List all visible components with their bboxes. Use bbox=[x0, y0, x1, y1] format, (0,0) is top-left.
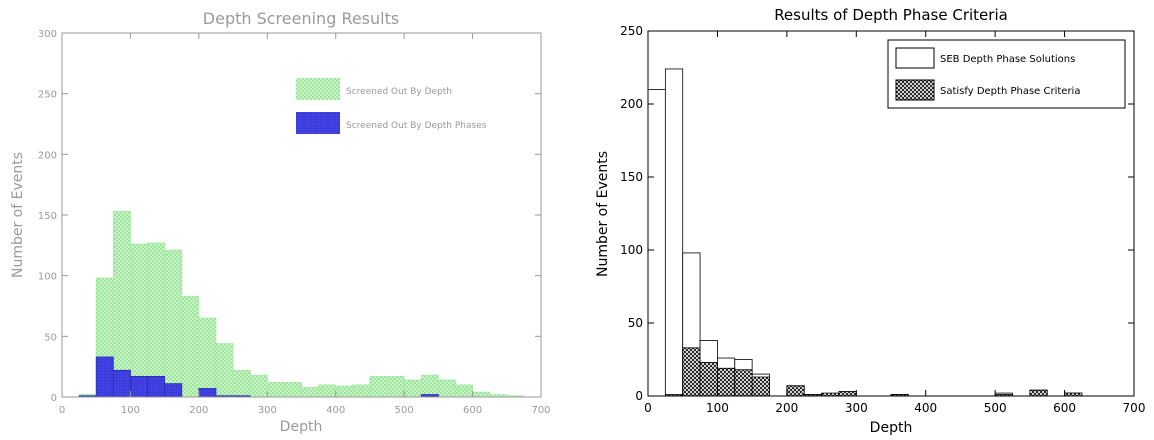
left-legend: Screened Out By Depth Screened Out By De… bbox=[296, 78, 487, 134]
right-plot-frame bbox=[647, 30, 1135, 397]
x-tick-label-1-1: 100 bbox=[706, 401, 729, 415]
y-tick-label-0-2: 100 bbox=[38, 272, 57, 283]
x-tick-label-1-0: 0 bbox=[644, 401, 652, 415]
x-tick-label-1-4: 400 bbox=[914, 401, 937, 415]
bar-1-0-0 bbox=[647, 89, 666, 397]
left-legend-label-2: Screened Out By Depth Phases bbox=[346, 121, 487, 131]
y-tick-label-0-3: 150 bbox=[38, 211, 57, 222]
bar-0-0-13 bbox=[301, 386, 320, 398]
bar-0-0-11 bbox=[266, 382, 285, 398]
bar-0-0-14 bbox=[318, 384, 337, 398]
right-x-label: Depth bbox=[870, 420, 913, 436]
bar-0-0-6 bbox=[181, 295, 200, 398]
x-tick-label-0-5: 500 bbox=[395, 405, 414, 416]
x-tick-label-1-2: 200 bbox=[775, 401, 798, 415]
bar-1-1-4 bbox=[717, 367, 736, 397]
x-tick-label-0-6: 600 bbox=[463, 405, 482, 416]
bar-0-0-23 bbox=[472, 391, 491, 398]
left-legend-label-1: Screened Out By Depth bbox=[346, 87, 452, 97]
x-tick-label-1-3: 300 bbox=[845, 401, 868, 415]
bar-0-0-18 bbox=[386, 375, 405, 398]
bar-0-0-20 bbox=[420, 374, 439, 398]
bar-1-1-5 bbox=[734, 369, 753, 397]
right-chart: Results of Depth Phase Criteria 0 100 200 3… bbox=[595, 6, 1145, 436]
bar-0-1-1 bbox=[95, 356, 114, 398]
right-title: Results of Depth Phase Criteria bbox=[774, 6, 1008, 24]
left-x-ticks: 0 100 200 300 400 500 600 700 bbox=[59, 33, 551, 416]
y-tick-label-0-6: 300 bbox=[38, 29, 57, 40]
right-y-label: Number of Events bbox=[595, 151, 611, 277]
bar-1-1-11 bbox=[838, 391, 857, 397]
bar-0-1-3 bbox=[130, 375, 148, 398]
bar-0-0-3 bbox=[130, 243, 148, 398]
x-tick-label-0-2: 200 bbox=[189, 405, 208, 416]
x-tick-label-1-5: 500 bbox=[984, 401, 1007, 415]
left-legend-swatch-1 bbox=[296, 78, 340, 100]
bar-0-0-4 bbox=[147, 242, 166, 398]
bar-0-1-4 bbox=[147, 375, 166, 398]
x-tick-label-0-7: 700 bbox=[531, 405, 550, 416]
bar-0-1-5 bbox=[164, 383, 183, 398]
y-tick-label-0-1: 50 bbox=[44, 332, 57, 343]
left-title: Depth Screening Results bbox=[203, 9, 399, 28]
bar-0-1-2 bbox=[112, 369, 131, 398]
bar-0-0-15 bbox=[335, 385, 354, 398]
right-bars-series2 bbox=[664, 347, 1083, 397]
bar-1-1-3 bbox=[699, 362, 718, 397]
x-tick-label-0-3: 300 bbox=[258, 405, 277, 416]
bar-0-0-9 bbox=[232, 369, 251, 398]
left-legend-swatch-2 bbox=[296, 112, 340, 134]
bar-1-1-6 bbox=[751, 376, 770, 397]
x-tick-label-1-6: 600 bbox=[1053, 401, 1076, 415]
bar-1-0-1 bbox=[664, 68, 684, 397]
bar-0-0-21 bbox=[437, 379, 456, 398]
bar-0-0-19 bbox=[403, 379, 422, 398]
bar-0-0-8 bbox=[215, 343, 234, 398]
bar-0-1-7 bbox=[198, 388, 217, 398]
bar-0-0-17 bbox=[369, 375, 388, 398]
bar-0-0-7 bbox=[198, 317, 217, 398]
left-y-label: Number of Events bbox=[10, 152, 26, 278]
y-tick-label-1-0: 0 bbox=[635, 389, 643, 403]
y-tick-label-0-0: 0 bbox=[51, 393, 57, 404]
bar-0-0-2 bbox=[112, 210, 131, 398]
y-tick-label-0-4: 200 bbox=[38, 150, 57, 161]
right-legend: SEB Depth Phase Solutions Satisfy Depth … bbox=[887, 39, 1126, 109]
x-tick-label-0-1: 100 bbox=[121, 405, 140, 416]
bar-0-0-10 bbox=[249, 374, 268, 398]
right-bars-series1 bbox=[647, 68, 1083, 397]
y-tick-label-1-4: 200 bbox=[620, 97, 643, 111]
right-legend-label-2: Satisfy Depth Phase Criteria bbox=[940, 86, 1080, 97]
left-y-ticks: 0 50 100 150 200 250 300 bbox=[38, 29, 541, 404]
y-tick-label-1-1: 50 bbox=[628, 316, 643, 330]
left-bars-series1 bbox=[78, 210, 525, 398]
y-tick-label-1-5: 250 bbox=[620, 24, 643, 38]
right-legend-swatch-2 bbox=[895, 79, 935, 101]
y-tick-label-1-3: 150 bbox=[620, 170, 643, 184]
right-legend-label-1: SEB Depth Phase Solutions bbox=[940, 54, 1075, 65]
bar-0-0-16 bbox=[352, 384, 371, 398]
right-x-ticks: 0 100 200 300 400 500 600 700 bbox=[644, 31, 1145, 415]
y-tick-label-1-2: 100 bbox=[620, 243, 643, 257]
bar-1-1-8 bbox=[786, 385, 805, 397]
x-tick-label-1-7: 700 bbox=[1123, 401, 1146, 415]
bar-1-1-22 bbox=[1029, 389, 1048, 397]
bar-0-0-22 bbox=[455, 384, 473, 398]
x-tick-label-0-4: 400 bbox=[326, 405, 345, 416]
bar-1-1-2 bbox=[682, 347, 701, 397]
left-chart: Depth Screening Results 0 100 200 300 400 500… bbox=[10, 9, 551, 435]
right-legend-swatch-1 bbox=[895, 47, 935, 69]
right-y-ticks: 0 50 100 150 200 250 bbox=[620, 24, 1134, 403]
bar-0-0-5 bbox=[164, 249, 183, 398]
bar-0-0-12 bbox=[283, 382, 302, 398]
x-tick-label-0-0: 0 bbox=[59, 405, 65, 416]
left-x-label: Depth bbox=[280, 419, 323, 435]
y-tick-label-0-5: 250 bbox=[38, 90, 57, 101]
